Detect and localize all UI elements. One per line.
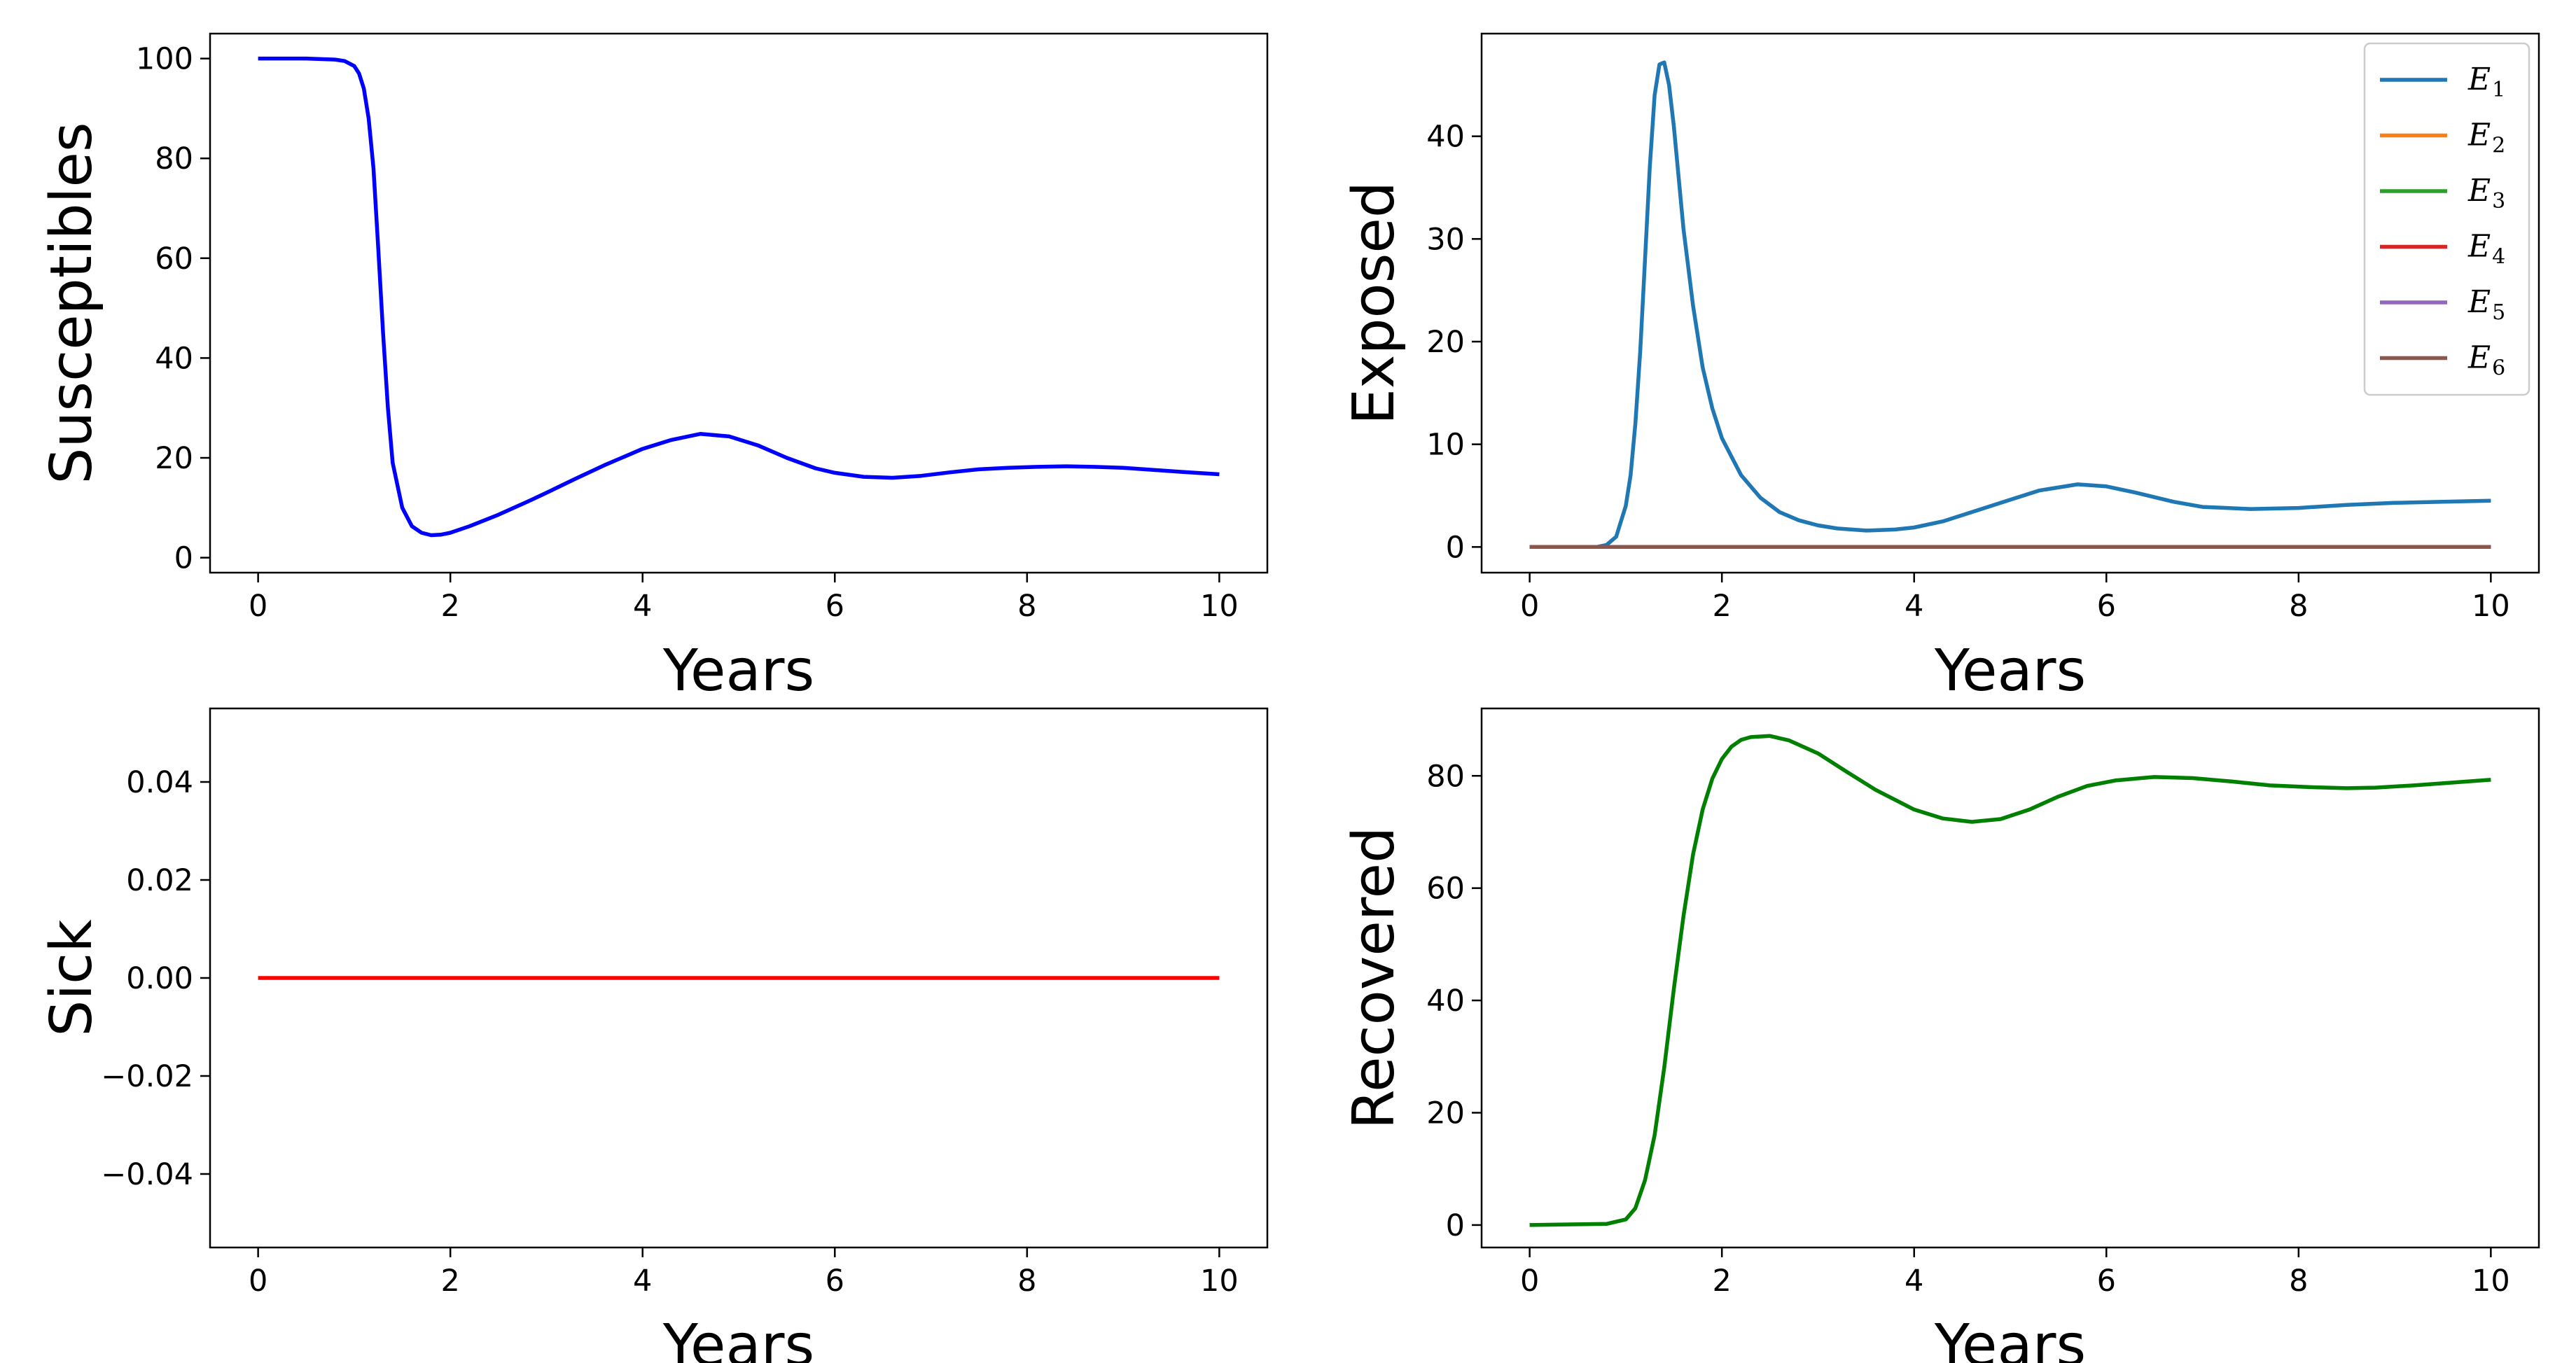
chart-exposed-legend-label-e1: E1 (2467, 62, 2505, 102)
chart-susceptibles-series-susceptibles (258, 56, 1220, 538)
chart-exposed-xtick-label: 2 (1713, 589, 1732, 624)
chart-recovered-ylabel: Recovered (1341, 827, 1407, 1129)
chart-susceptibles-ytick-label: 80 (155, 141, 193, 176)
chart-recovered-xtick-label: 0 (1520, 1264, 1539, 1299)
chart-sick-xtick-label: 4 (633, 1264, 652, 1299)
chart-recovered-panel: 0 2 4 6 8 10 0 20 40 60 80 Years Recovered (1341, 707, 2540, 1363)
chart-exposed-ytick-label: 0 (1446, 530, 1465, 565)
chart-recovered-frame (1480, 707, 2540, 1249)
chart-exposed-xtick-label: 0 (1520, 589, 1539, 624)
chart-recovered-ytick-label: 60 (1426, 872, 1465, 907)
chart-exposed-xlabel: Years (1934, 638, 2086, 704)
chart-susceptibles-series-group (258, 56, 1220, 538)
chart-recovered-series-recovered (1529, 734, 2491, 1227)
chart-exposed-xtick-label: 6 (2097, 589, 2116, 624)
chart-exposed-legend-label-e2: E2 (2467, 118, 2505, 158)
chart-sick-ytick-label: −0.02 (101, 1059, 193, 1094)
chart-sick-xlabel: Years (662, 1313, 814, 1363)
chart-susceptibles-ylabel: Susceptibles (39, 122, 105, 484)
chart-sick-ytick-label: 0.02 (126, 863, 193, 898)
chart-sick-xtick-label: 8 (1017, 1264, 1036, 1299)
chart-exposed-ytick-label: 20 (1426, 325, 1465, 360)
chart-susceptibles-ytick-label: 0 (174, 541, 193, 576)
chart-exposed-frame (1480, 32, 2540, 574)
chart-susceptibles-ytick-label: 100 (136, 42, 193, 77)
chart-susceptibles-xtick-label: 4 (633, 589, 652, 624)
chart-exposed-legend-label-e4: E4 (2467, 229, 2505, 270)
chart-sick-xtick-label: 10 (1200, 1264, 1239, 1299)
chart-exposed-legend-label-e3: E3 (2467, 173, 2505, 214)
chart-exposed-series-e1 (1529, 60, 2491, 550)
chart-recovered-ytick-label: 80 (1426, 759, 1465, 794)
chart-sick-ytick-label: −0.04 (101, 1157, 193, 1192)
chart-susceptibles-ytick-label: 60 (155, 242, 193, 277)
chart-susceptibles-xlabel: Years (662, 638, 814, 704)
chart-sick-ylabel: Sick (39, 919, 105, 1037)
chart-sick-xtick-label: 0 (249, 1264, 267, 1299)
chart-exposed-ylabel: Exposed (1341, 181, 1407, 425)
chart-recovered-xtick-label: 10 (2472, 1264, 2510, 1299)
chart-sick-panel: 0 2 4 6 8 10 −0.04 −0.02 0.00 0.02 0.04 Years Sick (39, 707, 1269, 1363)
chart-exposed-panel: 0 2 4 6 8 10 0 10 20 30 40 Years Exposed E1 E2 E3 E4 E5 E6 (1341, 32, 2540, 704)
chart-exposed-legend-label-e5: E5 (2467, 284, 2505, 325)
chart-exposed-ytick-label: 10 (1426, 428, 1465, 463)
chart-susceptibles-ytick-label: 20 (155, 441, 193, 476)
chart-exposed-legend-box (2363, 42, 2530, 396)
chart-exposed-legend: E1 E2 E3 E4 E5 E6 (2363, 42, 2530, 396)
chart-recovered-ytick-label: 40 (1426, 984, 1465, 1019)
chart-recovered-xtick-label: 6 (2097, 1264, 2116, 1299)
chart-recovered-xtick-label: 2 (1713, 1264, 1732, 1299)
chart-exposed-xtick-label: 10 (2472, 589, 2510, 624)
chart-susceptibles-frame (209, 32, 1269, 574)
chart-sick-ytick-label: 0.00 (126, 961, 193, 996)
chart-recovered-ytick-label: 0 (1446, 1208, 1465, 1243)
chart-recovered-xlabel: Years (1934, 1313, 2086, 1363)
chart-susceptibles-xtick-label: 6 (826, 589, 844, 624)
chart-susceptibles-xtick-label: 0 (249, 589, 267, 624)
chart-susceptibles-xtick-label: 8 (1017, 589, 1036, 624)
chart-exposed-ytick-label: 40 (1426, 120, 1465, 155)
chart-recovered-ytick-label: 20 (1426, 1096, 1465, 1131)
chart-susceptibles-xtick-label: 2 (441, 589, 460, 624)
chart-sick-xtick-label: 6 (826, 1264, 844, 1299)
chart-exposed-xtick-label: 8 (2289, 589, 2308, 624)
chart-recovered-xtick-label: 4 (1905, 1264, 1923, 1299)
chart-sick-xtick-label: 2 (441, 1264, 460, 1299)
chart-exposed-legend-label-e6: E6 (2467, 340, 2505, 381)
chart-recovered-series-group (1529, 734, 2491, 1227)
chart-recovered-xtick-label: 8 (2289, 1264, 2308, 1299)
chart-exposed-series-group (1529, 60, 2491, 550)
chart-susceptibles-xtick-label: 10 (1200, 589, 1239, 624)
chart-exposed-ytick-label: 30 (1426, 222, 1465, 257)
chart-sick-ytick-label: 0.04 (126, 765, 193, 800)
chart-exposed-xtick-label: 4 (1905, 589, 1923, 624)
chart-susceptibles-ytick-label: 40 (155, 341, 193, 376)
